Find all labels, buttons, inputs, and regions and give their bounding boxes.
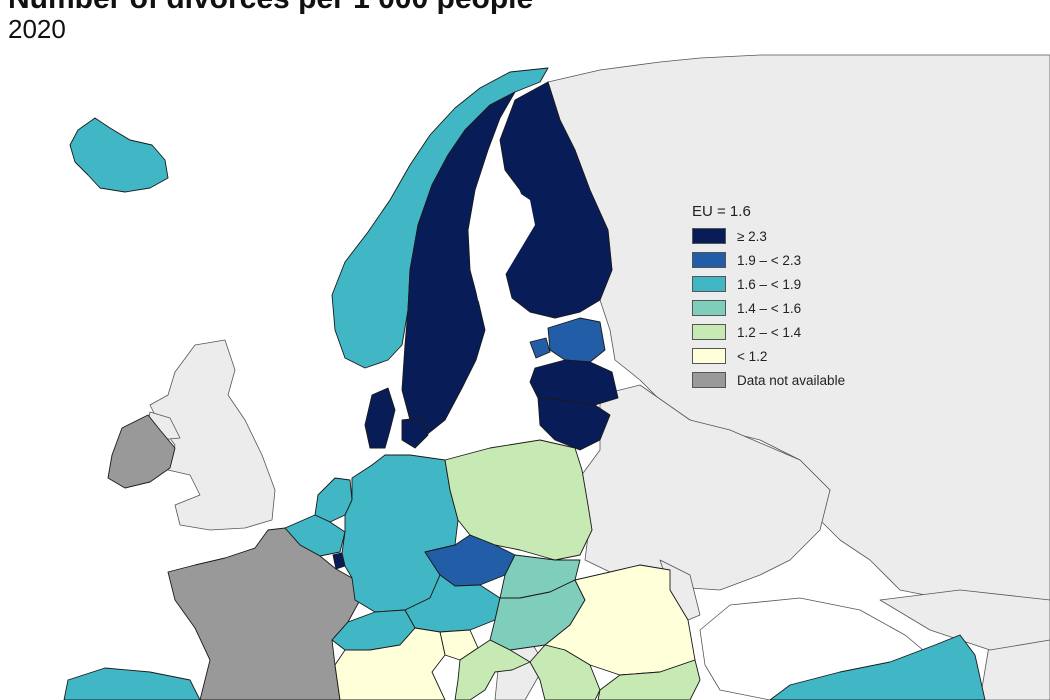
region-iceland	[69, 117, 169, 193]
legend-item: 1.9 – < 2.3	[692, 248, 845, 272]
region-italy	[334, 627, 446, 700]
region-finland	[499, 81, 613, 319]
legend-swatch	[692, 276, 726, 292]
legend-swatch	[692, 372, 726, 388]
legend-heading: EU = 1.6	[692, 203, 751, 220]
legend-item: < 1.2	[692, 344, 845, 368]
land-great-britain	[149, 339, 276, 531]
legend-swatch	[692, 252, 726, 268]
legend-item: ≥ 2.3	[692, 224, 845, 248]
region-estonia-islands	[529, 337, 551, 359]
region-lithuania	[537, 397, 611, 451]
legend-label: Data not available	[737, 372, 846, 388]
region-estonia	[547, 317, 606, 363]
legend-swatch	[692, 228, 726, 244]
land-caucasus	[879, 589, 1050, 651]
legend-item: Data not available	[692, 368, 845, 392]
legend-label: 1.4 – < 1.6	[737, 300, 802, 316]
legend-label: 1.9 – < 2.3	[737, 252, 802, 268]
region-denmark-zealand	[401, 417, 429, 449]
legend-item: 1.4 – < 1.6	[692, 296, 845, 320]
region-poland	[444, 439, 593, 561]
map-title: Number of divorces per 1 000 people	[8, 0, 533, 16]
region-spain	[63, 667, 201, 700]
region-ireland	[107, 414, 176, 489]
background-land	[146, 54, 1050, 700]
legend-item: 1.6 – < 1.9	[692, 272, 845, 296]
sea-gulf-of-bothnia	[472, 190, 535, 315]
region-bulgaria	[597, 659, 701, 700]
region-denmark	[364, 387, 396, 449]
region-croatia	[454, 639, 531, 700]
legend-swatch	[692, 300, 726, 316]
legend-item: 1.2 – < 1.4	[692, 320, 845, 344]
map-subtitle: 2020	[8, 14, 66, 44]
legend-label: 1.2 – < 1.4	[737, 324, 802, 340]
legend: EU = 1.6 ≥ 2.3 1.9 – < 2.3 1.6 – < 1.9 1…	[692, 203, 845, 392]
legend-label: ≥ 2.3	[737, 228, 767, 244]
region-latvia	[529, 359, 619, 406]
legend-swatch	[692, 324, 726, 340]
legend-label: 1.6 – < 1.9	[737, 276, 802, 292]
legend-swatch	[692, 348, 726, 364]
region-turkiye	[769, 634, 986, 700]
legend-label: < 1.2	[737, 348, 768, 364]
